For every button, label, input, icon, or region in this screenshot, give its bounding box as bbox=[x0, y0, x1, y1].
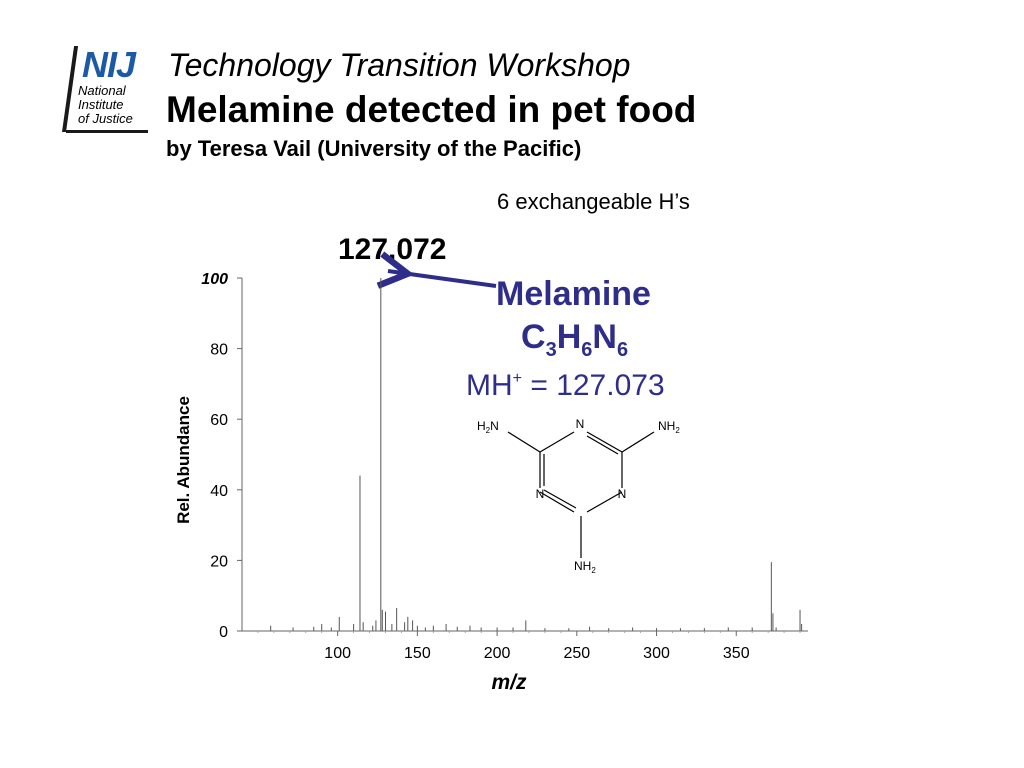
formula-h-count: 6 bbox=[581, 339, 593, 361]
axes-layer: 0 20 40 60 80 100 100 150 200 250 300 350 bbox=[201, 271, 808, 662]
amine-right-base: NH bbox=[658, 419, 675, 433]
mh-prefix: MH bbox=[466, 369, 513, 402]
y-tick-label: 40 bbox=[210, 483, 228, 500]
y-axis-label: Rel. Abundance bbox=[174, 396, 193, 524]
slide-title: Melamine detected in pet food bbox=[166, 89, 697, 130]
amine-left-sub: 2 bbox=[486, 426, 491, 435]
x-tick-label: 100 bbox=[324, 645, 351, 662]
arrow-line bbox=[388, 271, 497, 286]
protonated-mass: MH+ = 127.073 bbox=[466, 362, 665, 403]
formula-n-count: 6 bbox=[616, 339, 629, 361]
x-tick-label: 300 bbox=[643, 645, 670, 662]
formula-c: C bbox=[521, 318, 546, 356]
x-tick-label: 350 bbox=[723, 645, 750, 662]
logo-line-1: National bbox=[78, 83, 126, 98]
logo-text: National Institute of Justice bbox=[78, 84, 133, 126]
x-tick-label: 150 bbox=[404, 645, 431, 662]
amine-right-sub: 2 bbox=[675, 426, 680, 435]
ring-nitrogen-top: N bbox=[576, 417, 585, 431]
y-tick-label: 20 bbox=[210, 553, 228, 570]
logo-line-2: Institute bbox=[78, 97, 124, 112]
formula-n: N bbox=[592, 318, 617, 356]
y-tick-label: 100 bbox=[201, 271, 228, 288]
amine-bottom: NH2 bbox=[574, 559, 596, 575]
x-axis-label: m/z bbox=[491, 671, 527, 694]
logo-underline bbox=[66, 130, 148, 133]
logo-line-3: of Justice bbox=[78, 111, 133, 126]
compound-name: Melamine bbox=[496, 275, 651, 313]
y-tick-label: 80 bbox=[210, 342, 228, 359]
formula-h: H bbox=[556, 318, 582, 356]
workshop-title: Technology Transition Workshop bbox=[168, 47, 631, 83]
mh-charge: + bbox=[512, 370, 522, 387]
x-tick-label: 200 bbox=[484, 645, 511, 662]
amine-left-n: N bbox=[490, 419, 499, 433]
melamine-structure: N N N H2N NH2 NH2 bbox=[477, 417, 680, 575]
ring-nitrogen-left: N bbox=[536, 487, 545, 501]
mh-value: = 127.073 bbox=[522, 369, 665, 402]
amine-bottom-sub: 2 bbox=[591, 566, 596, 575]
amine-left-h: H bbox=[477, 419, 486, 433]
molecular-formula: C3H6N6 bbox=[521, 318, 628, 369]
y-tick-label: 0 bbox=[219, 624, 228, 641]
amine-bottom-base: NH bbox=[574, 559, 591, 573]
formula-c-count: 3 bbox=[545, 339, 557, 361]
y-tick-label: 60 bbox=[210, 412, 228, 429]
slide-byline: by Teresa Vail (University of the Pacifi… bbox=[166, 136, 582, 161]
amine-left: H2N bbox=[477, 419, 499, 435]
x-tick-label: 250 bbox=[563, 645, 590, 662]
amine-right: NH2 bbox=[658, 419, 680, 435]
peaks-layer bbox=[270, 278, 803, 631]
exchangeable-note: 6 exchangeable H’s bbox=[497, 189, 690, 214]
ring-nitrogen-right: N bbox=[618, 487, 627, 501]
nij-logo: NIJ National Institute of Justice bbox=[62, 46, 162, 136]
logo-mark: NIJ bbox=[82, 44, 136, 85]
